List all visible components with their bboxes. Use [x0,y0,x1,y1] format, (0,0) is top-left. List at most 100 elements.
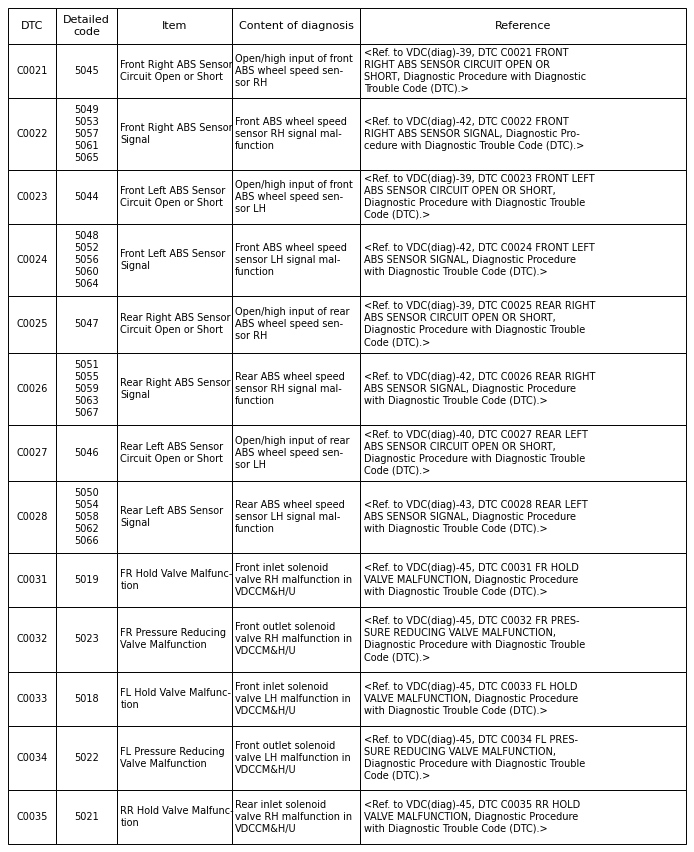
Bar [117,296,232,353]
Bar [360,481,686,553]
Bar [117,224,232,296]
Bar [360,726,686,790]
Text: 5050
5054
5058
5062
5066: 5050 5054 5058 5062 5066 [74,488,99,546]
Bar [360,98,686,170]
Text: C0031: C0031 [17,575,48,585]
Bar [232,790,360,844]
Bar [360,8,686,44]
Bar [117,353,232,424]
Text: 5048
5052
5056
5060
5064: 5048 5052 5056 5060 5064 [74,231,99,289]
Text: C0033: C0033 [17,694,48,704]
Bar [117,671,232,726]
Bar [232,296,360,353]
Text: C0026: C0026 [16,383,48,394]
Bar [8,44,56,98]
Text: Front inlet solenoid
valve LH malfunction in
VDCCM&H/U: Front inlet solenoid valve LH malfunctio… [235,682,351,716]
Text: Rear Left ABS Sensor
Signal: Rear Left ABS Sensor Signal [120,506,223,528]
Bar [8,726,56,790]
Bar [117,481,232,553]
Bar [8,671,56,726]
Text: Reference: Reference [495,21,552,31]
Text: DTC: DTC [21,21,43,31]
Text: C0024: C0024 [16,255,48,265]
Bar [8,607,56,671]
Text: Front outlet solenoid
valve LH malfunction in
VDCCM&H/U: Front outlet solenoid valve LH malfuncti… [235,741,351,774]
Text: Front Left ABS Sensor
Circuit Open or Short: Front Left ABS Sensor Circuit Open or Sh… [120,186,226,208]
Text: Front Right ABS Sensor
Circuit Open or Short: Front Right ABS Sensor Circuit Open or S… [120,60,233,82]
Text: C0035: C0035 [16,812,48,822]
Text: 5044: 5044 [74,192,99,202]
Text: FR Hold Valve Malfunc-
tion: FR Hold Valve Malfunc- tion [120,569,232,591]
Text: 5022: 5022 [74,753,99,763]
Bar [56,481,117,553]
Bar [56,98,117,170]
Bar [360,44,686,98]
Bar [117,553,232,607]
Text: <Ref. to VDC(diag)-45, DTC C0034 FL PRES-
SURE REDUCING VALVE MALFUNCTION,
Diagn: <Ref. to VDC(diag)-45, DTC C0034 FL PRES… [364,734,585,780]
Bar [232,98,360,170]
Bar [117,98,232,170]
Text: C0021: C0021 [16,66,48,76]
Text: Open/high input of rear
ABS wheel speed sen-
sor LH: Open/high input of rear ABS wheel speed … [235,436,350,470]
Bar [360,296,686,353]
Text: <Ref. to VDC(diag)-45, DTC C0033 FL HOLD
VALVE MALFUNCTION, Diagnostic Procedure: <Ref. to VDC(diag)-45, DTC C0033 FL HOLD… [364,682,578,716]
Bar [56,790,117,844]
Text: <Ref. to VDC(diag)-39, DTC C0021 FRONT
RIGHT ABS SENSOR CIRCUIT OPEN OR
SHORT, D: <Ref. to VDC(diag)-39, DTC C0021 FRONT R… [364,48,586,94]
Bar [232,224,360,296]
Bar [8,8,56,44]
Text: <Ref. to VDC(diag)-45, DTC C0035 RR HOLD
VALVE MALFUNCTION, Diagnostic Procedure: <Ref. to VDC(diag)-45, DTC C0035 RR HOLD… [364,800,580,834]
Text: 5019: 5019 [74,575,99,585]
Bar [232,726,360,790]
Bar [117,8,232,44]
Bar [56,424,117,481]
Text: Front outlet solenoid
valve RH malfunction in
VDCCM&H/U: Front outlet solenoid valve RH malfuncti… [235,623,353,657]
Bar [117,790,232,844]
Text: Open/high input of rear
ABS wheel speed sen-
sor RH: Open/high input of rear ABS wheel speed … [235,308,350,341]
Text: Rear Right ABS Sensor
Circuit Open or Short: Rear Right ABS Sensor Circuit Open or Sh… [120,314,231,335]
Bar [56,8,117,44]
Text: FL Pressure Reducing
Valve Malfunction: FL Pressure Reducing Valve Malfunction [120,747,225,769]
Text: C0022: C0022 [16,129,48,139]
Text: Front Left ABS Sensor
Signal: Front Left ABS Sensor Signal [120,249,226,271]
Bar [8,553,56,607]
Bar [232,553,360,607]
Bar [8,481,56,553]
Text: Detailed
code: Detailed code [63,15,110,37]
Text: C0023: C0023 [16,192,48,202]
Bar [8,353,56,424]
Bar [232,607,360,671]
Bar [232,170,360,224]
Text: Front inlet solenoid
valve RH malfunction in
VDCCM&H/U: Front inlet solenoid valve RH malfunctio… [235,563,353,597]
Text: <Ref. to VDC(diag)-39, DTC C0025 REAR RIGHT
ABS SENSOR CIRCUIT OPEN OR SHORT,
Di: <Ref. to VDC(diag)-39, DTC C0025 REAR RI… [364,302,595,348]
Bar [117,424,232,481]
Bar [117,44,232,98]
Text: <Ref. to VDC(diag)-43, DTC C0028 REAR LEFT
ABS SENSOR SIGNAL, Diagnostic Procedu: <Ref. to VDC(diag)-43, DTC C0028 REAR LE… [364,500,588,534]
Bar [56,726,117,790]
Text: 5021: 5021 [74,812,99,822]
Text: C0034: C0034 [17,753,48,763]
Text: 5047: 5047 [74,320,99,329]
Text: <Ref. to VDC(diag)-39, DTC C0023 FRONT LEFT
ABS SENSOR CIRCUIT OPEN OR SHORT,
Di: <Ref. to VDC(diag)-39, DTC C0023 FRONT L… [364,174,595,220]
Bar [8,424,56,481]
Bar [8,790,56,844]
Text: 5023: 5023 [74,635,99,644]
Bar [8,224,56,296]
Bar [56,553,117,607]
Bar [56,224,117,296]
Text: <Ref. to VDC(diag)-42, DTC C0022 FRONT
RIGHT ABS SENSOR SIGNAL, Diagnostic Pro-
: <Ref. to VDC(diag)-42, DTC C0022 FRONT R… [364,117,584,151]
Text: C0027: C0027 [16,448,48,458]
Bar [360,224,686,296]
Text: 5046: 5046 [74,448,99,458]
Text: Rear Left ABS Sensor
Circuit Open or Short: Rear Left ABS Sensor Circuit Open or Sho… [120,442,223,464]
Bar [360,607,686,671]
Bar [232,353,360,424]
Text: 5045: 5045 [74,66,99,76]
Bar [232,481,360,553]
Text: Open/high input of front
ABS wheel speed sen-
sor LH: Open/high input of front ABS wheel speed… [235,180,353,214]
Bar [232,424,360,481]
Bar [56,607,117,671]
Text: <Ref. to VDC(diag)-45, DTC C0031 FR HOLD
VALVE MALFUNCTION, Diagnostic Procedure: <Ref. to VDC(diag)-45, DTC C0031 FR HOLD… [364,563,579,597]
Bar [8,170,56,224]
Text: C0032: C0032 [16,635,48,644]
Text: Item: Item [162,21,187,31]
